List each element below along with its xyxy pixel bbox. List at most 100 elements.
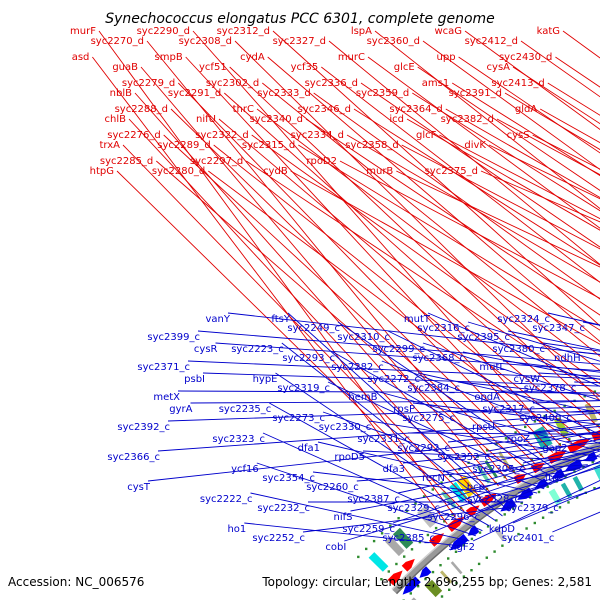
tick-dot <box>439 564 442 567</box>
reverse-leader-line <box>574 381 600 384</box>
tick-dot <box>501 544 504 547</box>
reverse-gene-label: syc2252_c <box>252 533 305 544</box>
forward-gene-label: syc2279_d <box>122 78 175 89</box>
tick-dot <box>567 501 570 504</box>
reverse-leader-line <box>497 390 600 394</box>
tick-dot <box>558 506 562 509</box>
tick-dot <box>520 501 523 505</box>
reverse-leader-line <box>187 360 600 380</box>
forward-leader-line <box>532 134 600 170</box>
forward-leader-line <box>520 40 600 98</box>
forward-leader-line <box>262 82 600 357</box>
reverse-leader-line <box>507 330 600 351</box>
reverse-leader-line <box>157 418 600 452</box>
forward-gene-label: syc2285_d <box>100 156 153 167</box>
reverse-feature-block <box>548 488 562 505</box>
tick-dot <box>440 595 444 598</box>
tick-dot <box>416 585 420 588</box>
reverse-leader-line <box>344 471 574 542</box>
backbone-highlight <box>391 439 600 591</box>
reverse-gene-label: gap2 <box>542 443 567 454</box>
forward-gene-label: cysS <box>507 130 530 141</box>
forward-feature-block <box>441 490 457 509</box>
forward-gene-label: syc2391_d <box>449 88 502 99</box>
tick-dot <box>517 532 520 536</box>
forward-leader-line <box>305 118 600 316</box>
forward-gene-label: wcaG <box>434 26 462 37</box>
forward-leader-line <box>346 134 600 283</box>
reverse-gene-label: syc2323_c <box>212 434 265 445</box>
reverse-gene-label: syc2328_c <box>467 494 520 505</box>
reverse-feature-block <box>425 579 443 598</box>
forward-gene-label: glcF <box>416 130 437 141</box>
tick-dot <box>529 496 532 499</box>
reverse-gene-label: opdA <box>474 392 500 403</box>
forward-gene-label: syc2315_d <box>242 140 295 151</box>
reverse-gene-label: syc2331_c <box>357 434 410 445</box>
forward-leader-line <box>412 92 600 212</box>
reverse-gene-label: recN <box>422 473 445 484</box>
tick-dot <box>541 516 545 519</box>
reverse-leader-line <box>402 442 600 464</box>
gene-labels: katG syc2430_d syc2413_d gldA cysS syc2412_dc… <box>70 26 585 553</box>
reverse-gene-label: rpsP <box>393 404 415 415</box>
forward-leader-line <box>170 108 535 464</box>
reverse-leader-line <box>375 390 600 452</box>
tick-dot <box>426 533 430 537</box>
forward-gene-label: syc2291_d <box>168 88 221 99</box>
tick-dot <box>593 487 596 490</box>
tick-dot <box>431 488 434 491</box>
forward-leader-line <box>163 134 526 470</box>
forward-gene-label: asd <box>72 52 90 63</box>
reverse-leader-line <box>482 448 600 482</box>
tick-dot <box>553 409 556 413</box>
forward-feature-block <box>368 552 389 572</box>
tick-dot <box>495 443 498 446</box>
forward-gene-label: syc2308_d <box>179 36 232 47</box>
tick-dot <box>449 474 452 478</box>
tick-dot <box>395 562 398 566</box>
tick-dot <box>504 437 508 440</box>
forward-feature-block <box>392 527 414 549</box>
reverse-gene-label: vanY <box>206 314 231 325</box>
tick-dot <box>587 428 590 431</box>
reverse-leader-line <box>337 321 567 477</box>
forward-leader-line <box>251 134 600 385</box>
reverse-gene-label: kdpD <box>489 524 515 535</box>
forward-gene-arrow <box>401 558 415 572</box>
reverse-gene-label: syc2222_c <box>200 494 253 505</box>
forward-leader-line <box>213 144 582 439</box>
tick-dot <box>550 511 553 514</box>
reverse-gene-label: syc2275_c <box>402 413 455 424</box>
reverse-feature-block <box>450 561 463 575</box>
accession-text: Accession: NC_006576 <box>8 575 144 589</box>
forward-gene-label: syc2340_d <box>250 114 303 125</box>
tick-dot <box>575 496 579 499</box>
forward-feature-block <box>584 402 598 424</box>
reverse-leader-line <box>492 412 600 422</box>
forward-leader-line <box>458 56 600 154</box>
forward-gene-label: syc2288_d <box>115 104 168 115</box>
forward-leader-line <box>328 40 600 266</box>
reverse-leader-line <box>281 342 503 517</box>
forward-feature-block <box>385 536 405 557</box>
reverse-gene-label: syc2347_c <box>532 323 585 334</box>
tick-dot <box>440 481 443 484</box>
tick-dot <box>476 455 479 458</box>
forward-gene-label: murC <box>338 52 365 63</box>
reverse-gene-label: syc2235_c <box>219 404 272 415</box>
forward-gene-label: syc2413_d <box>491 78 544 89</box>
reverse-leader-line <box>487 431 600 452</box>
reverse-leader-line <box>522 445 600 464</box>
tick-dot <box>533 521 536 525</box>
tick-dot <box>372 539 376 543</box>
forward-leader-line <box>313 92 600 300</box>
reverse-leader-line <box>327 381 552 486</box>
reverse-gene-label: syc2273_c <box>272 413 325 424</box>
forward-gene-label: syc2289_d <box>157 140 210 151</box>
reverse-leader-line <box>467 321 600 362</box>
forward-leader-line <box>445 108 600 198</box>
tick-dot <box>543 414 546 418</box>
reverse-gene-label: syc2378_c <box>524 383 577 394</box>
reverse-gene-label: syc2401_c <box>502 533 555 544</box>
